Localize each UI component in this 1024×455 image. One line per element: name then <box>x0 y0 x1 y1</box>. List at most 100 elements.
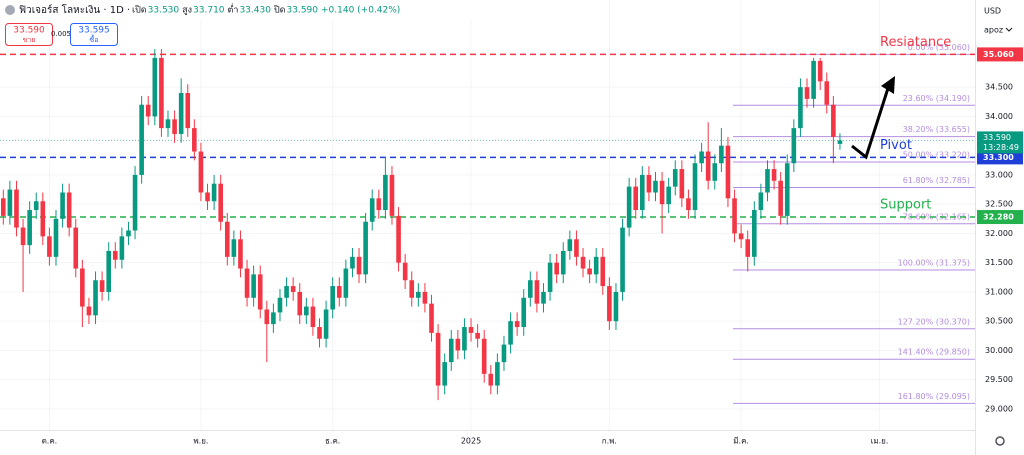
candle-body <box>7 189 13 216</box>
candle-body <box>139 104 144 175</box>
candle-body <box>192 128 197 152</box>
candle-body <box>396 215 401 263</box>
candle-body <box>719 145 724 164</box>
candle-body <box>363 221 368 275</box>
candle-body <box>501 344 507 363</box>
candle-body <box>600 256 606 287</box>
candle-body <box>653 180 658 193</box>
last-price-time: 13:28:49 <box>983 143 1019 152</box>
y-tick-label: 32.000 <box>985 229 1013 238</box>
symbol-icon <box>5 5 15 15</box>
ohlc-label: ปิด <box>274 5 286 16</box>
candle-body <box>172 119 177 134</box>
candle-body <box>692 163 698 211</box>
price-badge-label: 33.300 <box>983 153 1014 162</box>
fib-label: 78.60% (32.165) <box>903 212 970 221</box>
candle-body <box>323 309 329 339</box>
spread: 0.005 <box>51 30 71 38</box>
candle-body <box>66 192 72 228</box>
candle-body <box>626 186 632 228</box>
candle-body <box>495 362 500 386</box>
candle-body <box>758 192 764 211</box>
fib-label: 61.80% (32.785) <box>903 176 970 185</box>
buy-price: 33.595 <box>78 26 110 36</box>
candle-body <box>442 362 447 386</box>
x-tick-label: ต.ค. <box>42 437 58 446</box>
candle-body <box>752 210 757 257</box>
settings-icon[interactable] <box>995 436 1005 446</box>
candle-body <box>554 262 559 275</box>
candle-body <box>481 338 487 374</box>
candle-body <box>435 332 441 386</box>
candle-body <box>310 306 316 328</box>
candle-body <box>317 327 322 339</box>
y-tick-label: 33.000 <box>985 170 1013 179</box>
candle-body <box>356 256 362 275</box>
candle-body <box>462 327 467 351</box>
candle-body <box>290 286 296 292</box>
sell-label: ขาย <box>23 36 36 44</box>
candle-body <box>106 250 112 292</box>
ohlc-label: ต่ำ <box>228 3 239 16</box>
arrow <box>851 81 892 160</box>
candle-body <box>646 174 652 193</box>
candle-body <box>264 309 270 325</box>
currency[interactable]: USD <box>984 7 1001 16</box>
candle-body <box>80 268 85 307</box>
price-badge <box>977 210 1023 225</box>
candle-body <box>765 169 770 193</box>
candle-body <box>330 286 335 310</box>
candle-body <box>251 274 256 298</box>
candle-body <box>350 256 355 269</box>
candle-body <box>145 104 151 117</box>
candle-body <box>409 280 415 298</box>
candle-body <box>811 60 816 99</box>
candle-body <box>574 239 579 257</box>
candle-body <box>244 268 250 298</box>
ohlc-value: 33.710 <box>193 6 225 16</box>
candle-body <box>475 332 480 339</box>
account[interactable]: apoz <box>984 26 1003 35</box>
candle-body <box>40 201 46 237</box>
candle-body <box>429 303 434 333</box>
candle-body <box>152 57 158 117</box>
candle-body <box>224 221 230 257</box>
candle-body <box>640 174 645 211</box>
candle-body <box>448 338 454 363</box>
level-annotation: Support <box>880 198 931 213</box>
candle-body <box>211 183 217 202</box>
candle-body <box>712 163 718 181</box>
fib-label: 141.40% (29.850) <box>898 348 970 357</box>
y-tick-label: 30.500 <box>985 317 1013 326</box>
level-annotation: Resiatance <box>880 35 951 50</box>
candle-body <box>587 268 592 275</box>
sell-box[interactable] <box>5 23 53 46</box>
level-annotation: Pivot <box>880 138 912 153</box>
candle-body <box>93 280 98 316</box>
price-badge <box>977 47 1023 62</box>
candle-body <box>86 306 92 316</box>
ohlc-value: 33.530 <box>148 6 180 16</box>
candle-body <box>468 327 474 333</box>
candle-body <box>297 291 303 316</box>
candle-body <box>679 169 685 199</box>
candle-body <box>784 163 790 216</box>
dropdown-icon <box>1005 27 1013 32</box>
candle-body <box>791 128 797 164</box>
last-price-badge <box>977 131 1023 154</box>
candle-body <box>817 60 823 82</box>
buy-box[interactable] <box>70 23 118 46</box>
candle-body <box>593 256 599 275</box>
y-tick-label: 31.500 <box>985 258 1013 267</box>
candle-body <box>205 192 210 202</box>
candle-body <box>304 306 309 316</box>
candle-body <box>369 198 375 222</box>
x-tick-label: ก.พ. <box>602 437 617 446</box>
candle-body <box>613 291 619 322</box>
symbol: ฟิวเจอร์ส โลหะเงิน · 1D · <box>19 3 130 16</box>
fib-label: 38.20% (33.655) <box>903 125 970 134</box>
buy-label: ซื้อ <box>90 33 99 44</box>
fib-label: 127.20% (30.370) <box>898 317 970 326</box>
